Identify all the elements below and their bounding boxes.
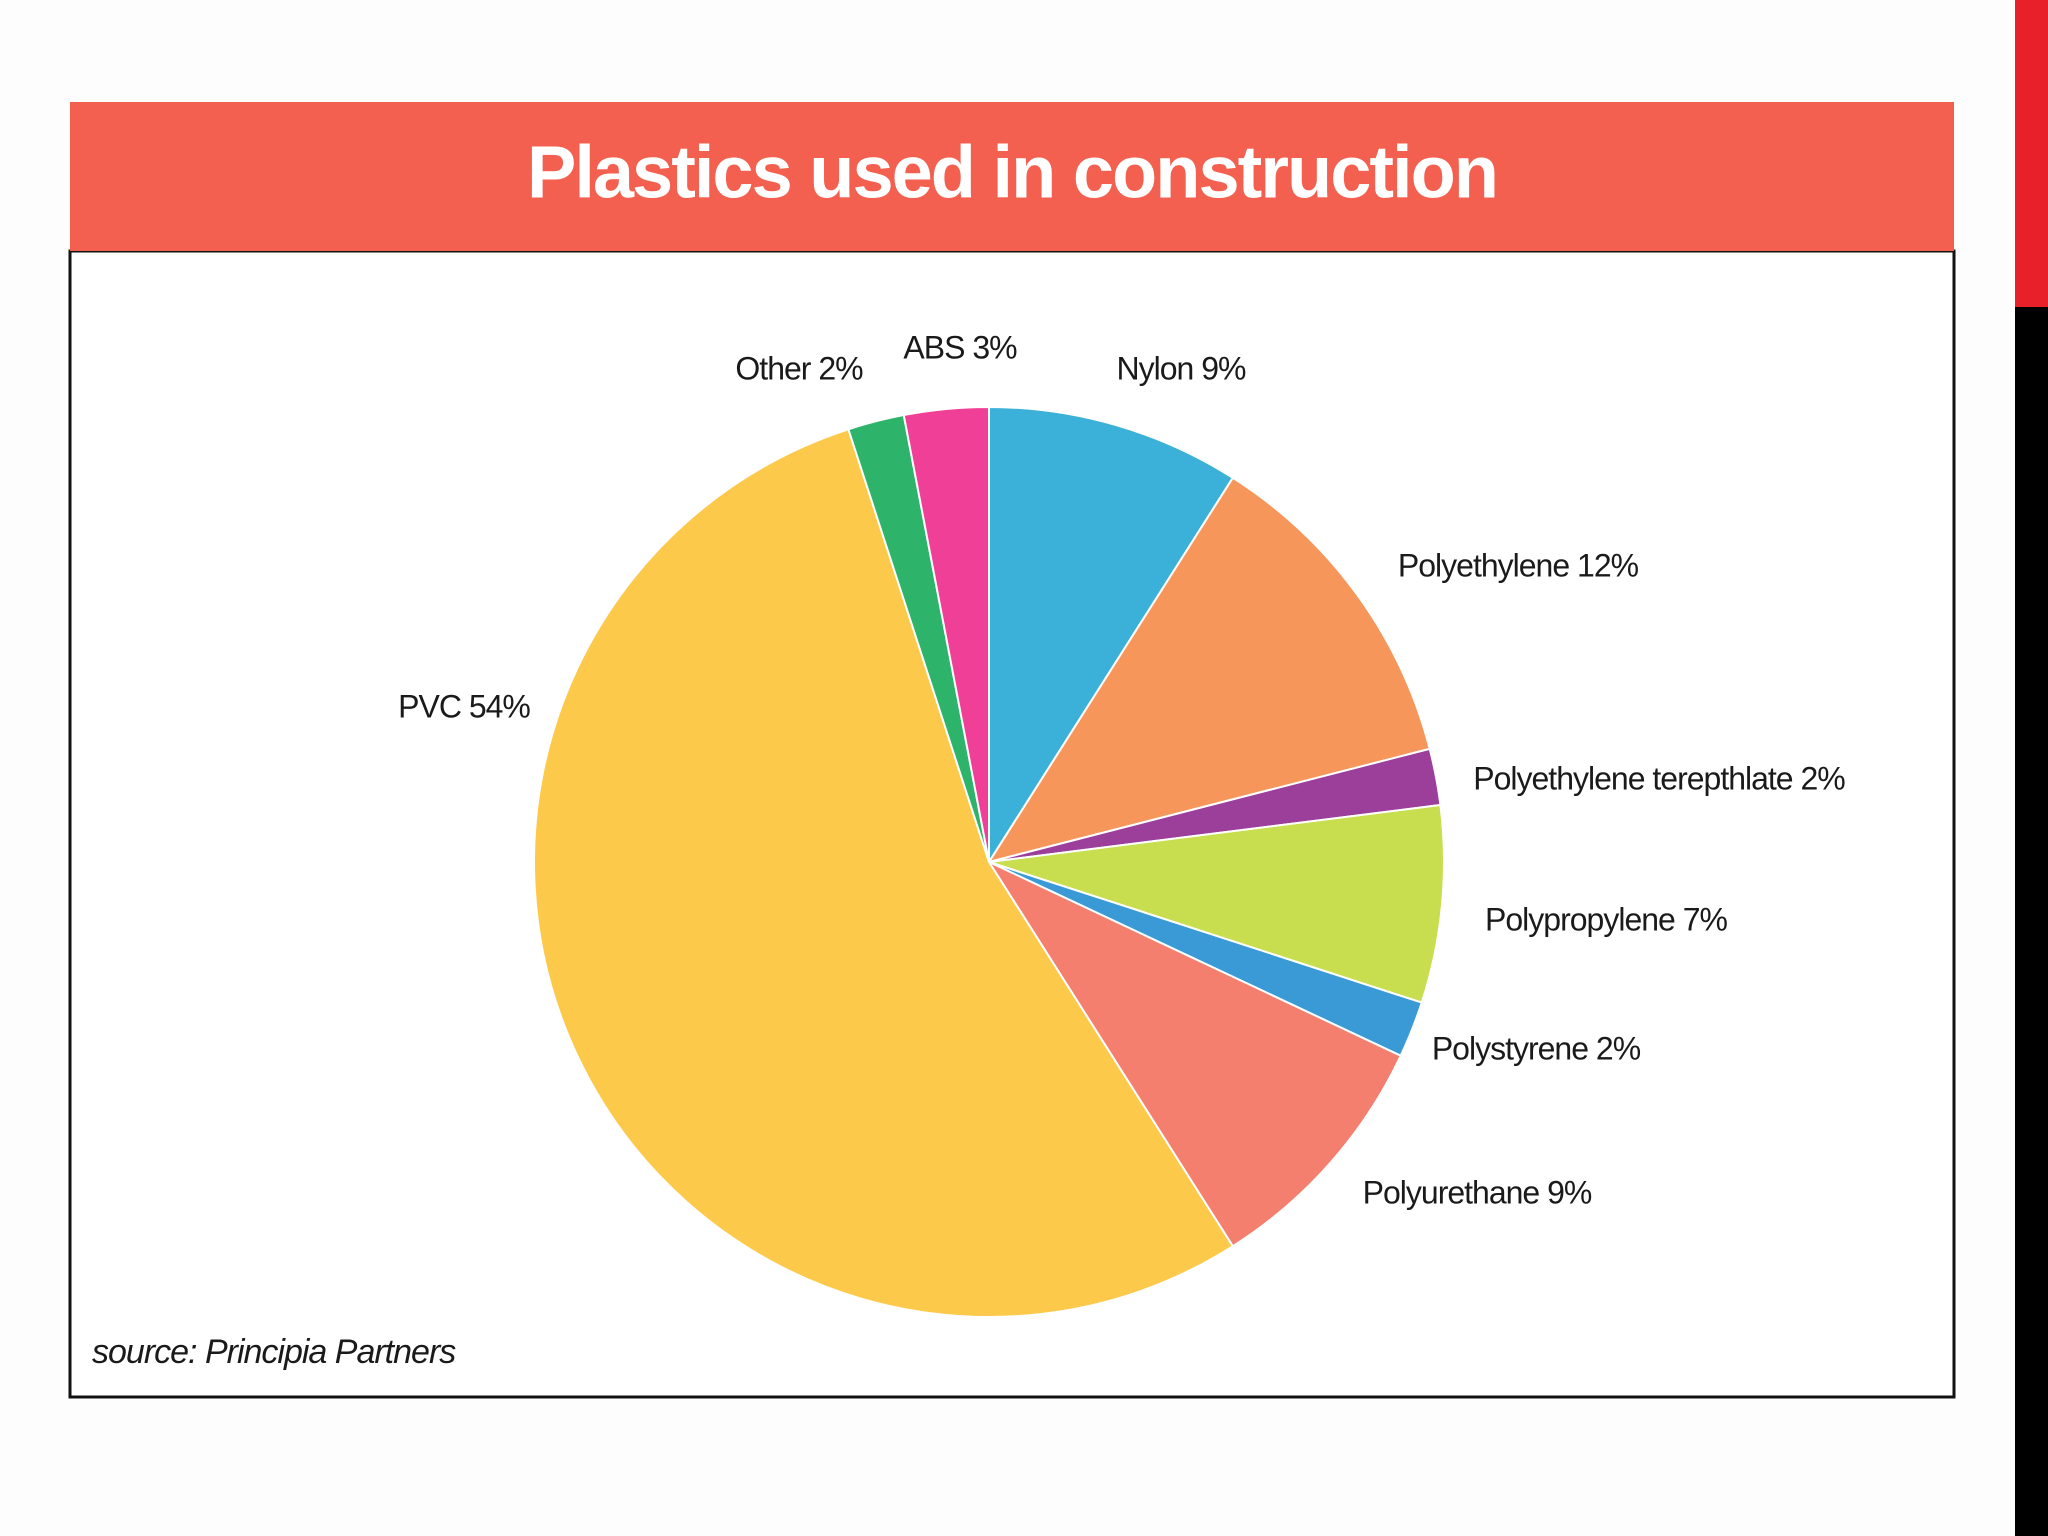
chart-title: Plastics used in construction [527,131,1497,214]
pie-slice [902,405,990,863]
pie-slice [988,405,1235,866]
slice-label: Polystyrene 2% [1432,1030,1641,1066]
slice-label: Other 2% [735,350,863,386]
side-accent [2015,0,2048,307]
slice-label: Polyethylene 12% [1398,547,1639,583]
pie-slice [988,803,1445,1004]
title-bar [70,102,1954,251]
pie-slice [986,859,1403,1248]
slice-label: ABS 3% [903,329,1017,365]
slice-label: Polyurethane 9% [1363,1174,1592,1210]
pie-slice [986,476,1431,864]
slice-label: Polypropylene 7% [1485,901,1727,937]
source-note: source: Principia Partners [92,1333,456,1371]
slice-label: Polyethylene terepthlate 2% [1473,760,1845,796]
side-bar [2015,307,2048,1536]
slice-label: PVC 54% [398,688,530,724]
pie-slice [533,428,1235,1318]
slice-label: Nylon 9% [1117,350,1247,386]
